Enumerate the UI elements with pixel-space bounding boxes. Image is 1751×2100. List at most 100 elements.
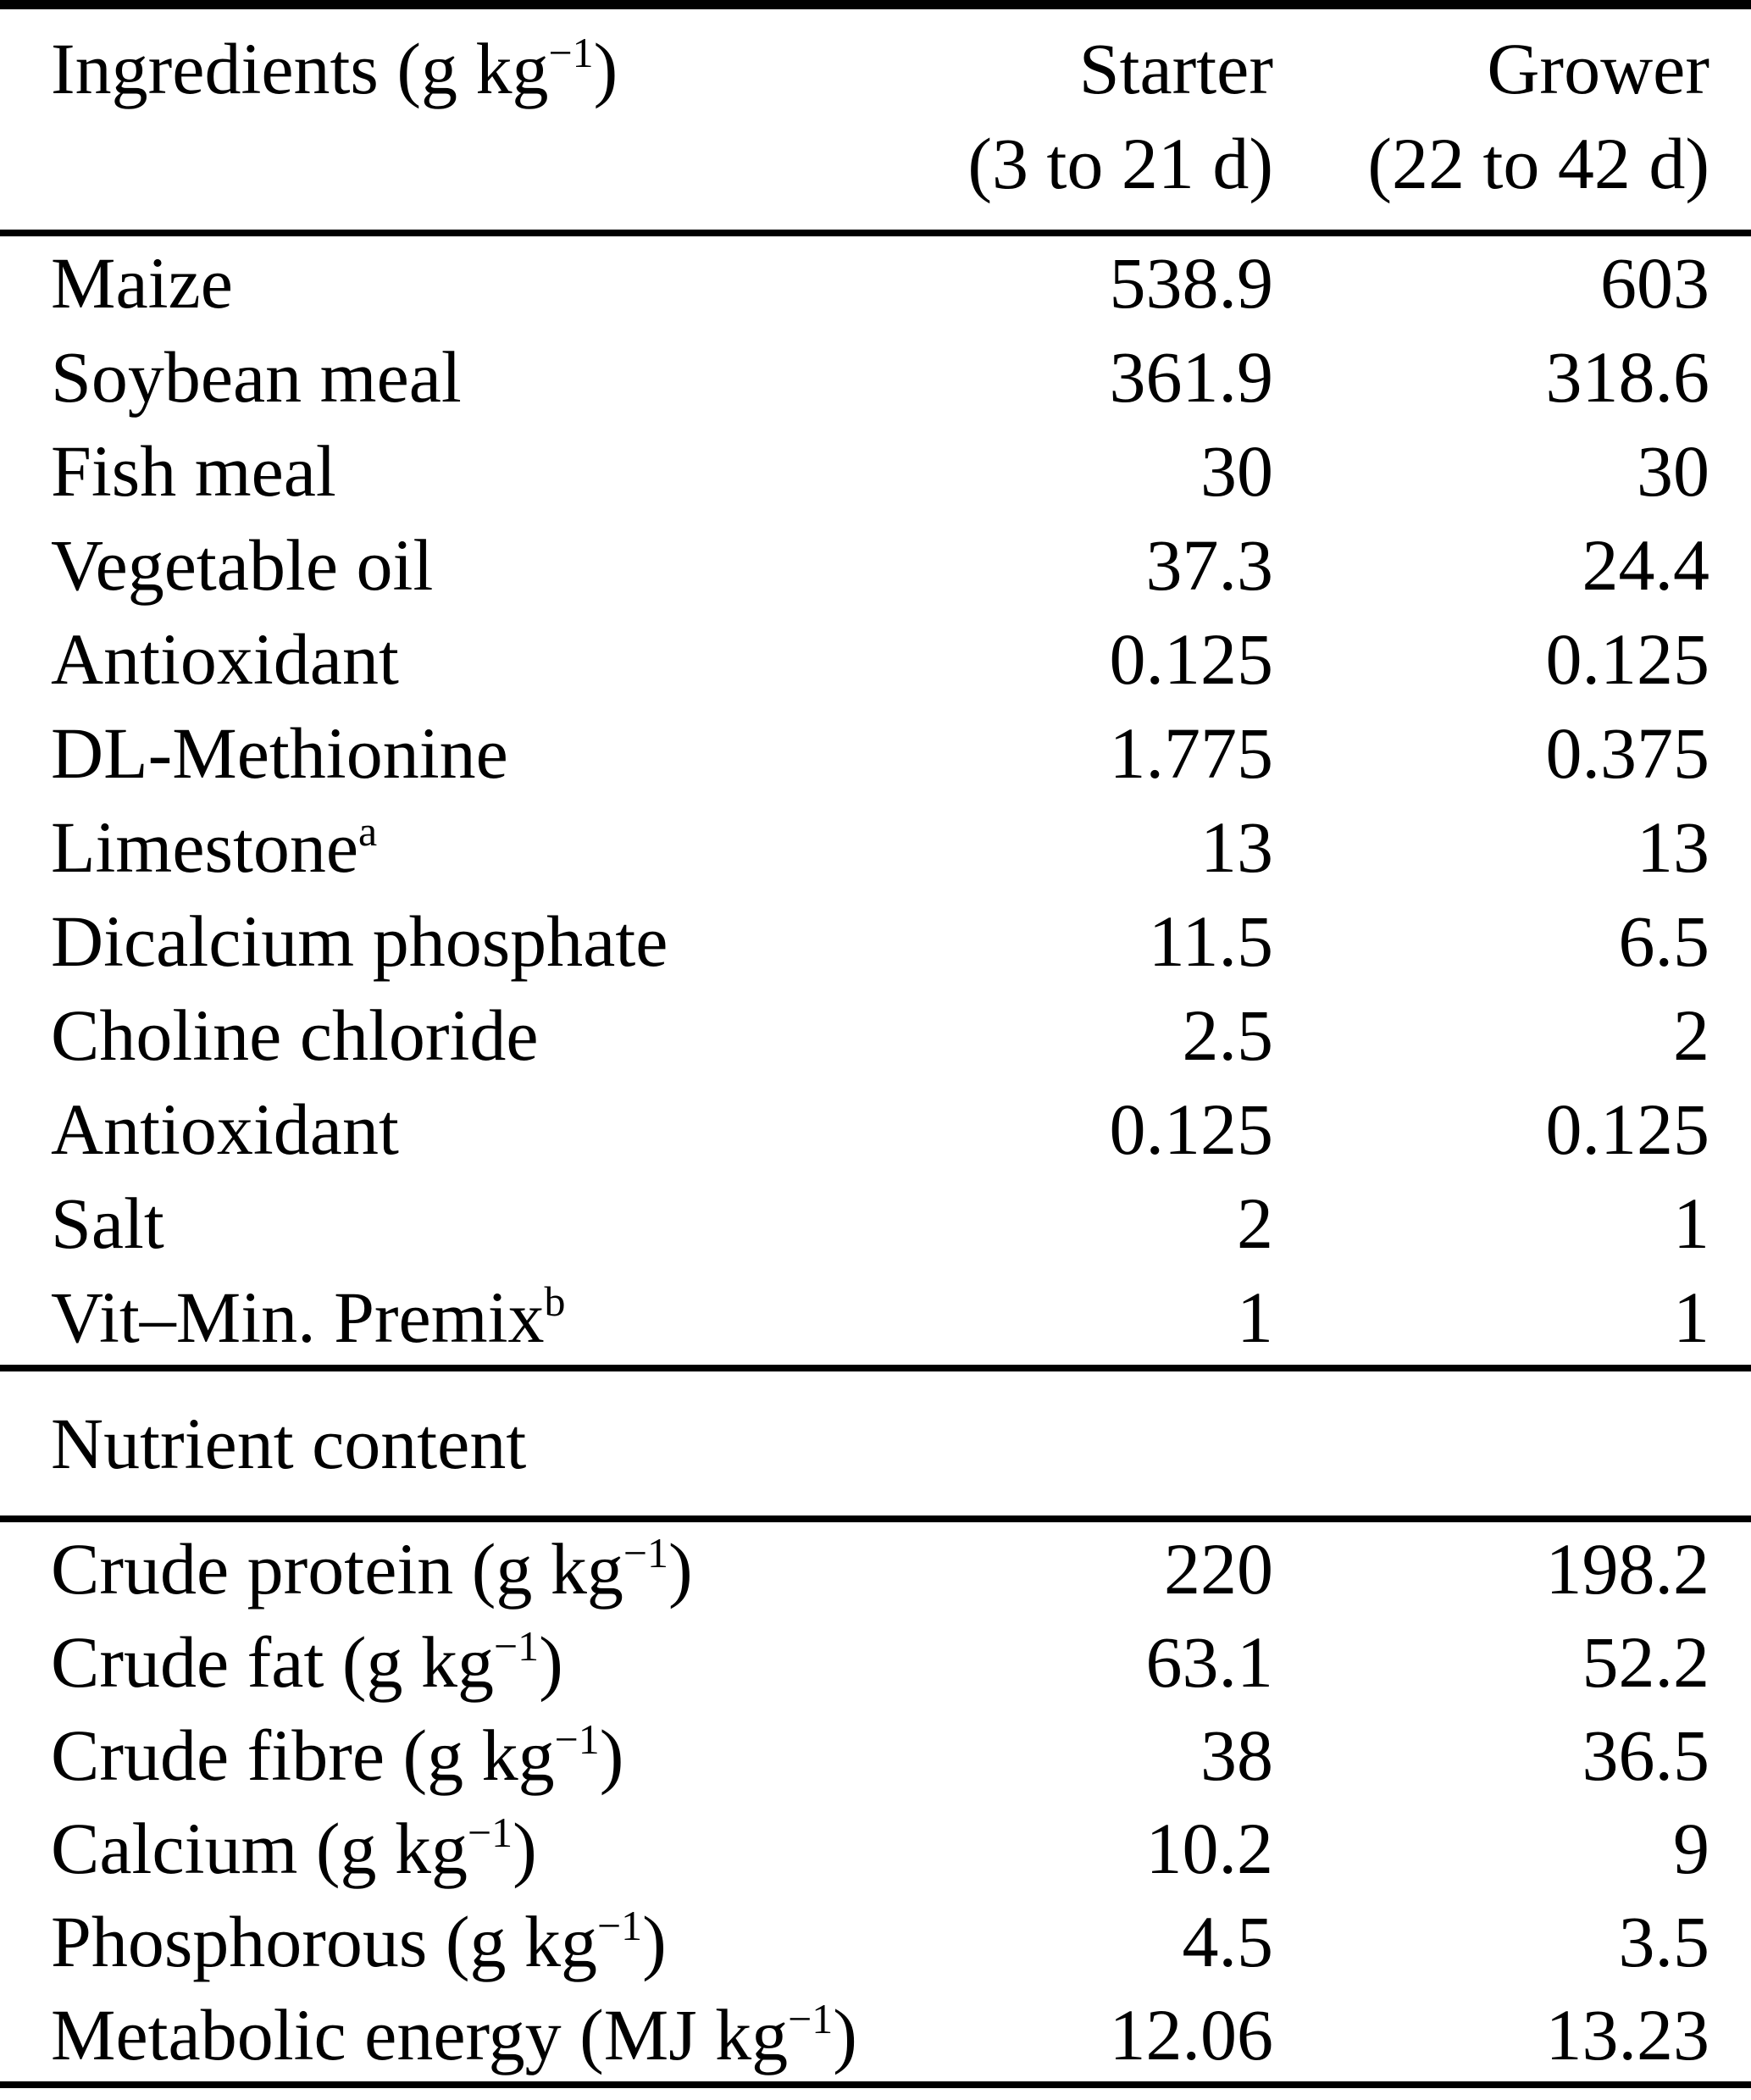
table-row: DL-Methionine 1.775 0.375	[0, 706, 1751, 801]
starter-value: 0.125	[1109, 1089, 1274, 1170]
superscript-marker: −1	[554, 1716, 600, 1764]
table-row: Salt 2 1	[0, 1177, 1751, 1271]
starter-value: 4.5	[1182, 1901, 1274, 1982]
header-grower-title: Grower	[1487, 28, 1709, 109]
table-row: Maize 538.9 603	[0, 236, 1751, 330]
table-row: Calcium (g kg−1) 10.2 9	[0, 1802, 1751, 1895]
row-label: Salt	[51, 1183, 164, 1264]
starter-value: 10.2	[1145, 1808, 1274, 1889]
superscript-marker: a	[358, 808, 378, 856]
header-starter-range: (3 to 21 d)	[967, 123, 1273, 204]
starter-value: 2	[1237, 1183, 1273, 1264]
header-ingredients-close: )	[593, 28, 618, 109]
superscript-marker: b	[544, 1278, 566, 1326]
top-rule	[0, 0, 1751, 9]
section-divider-rule-bottom	[0, 1515, 1751, 1522]
table-row: Antioxidant 0.125 0.125	[0, 612, 1751, 706]
row-label: Antioxidant	[51, 1089, 399, 1170]
bottom-rule	[0, 2081, 1751, 2088]
grower-value: 3.5	[1618, 1901, 1710, 1982]
header-ingredients: Ingredients (g kg−1)	[51, 21, 930, 211]
starter-value: 538.9	[1109, 242, 1274, 324]
grower-value: 24.4	[1582, 524, 1710, 606]
row-label: Soybean meal	[51, 336, 462, 418]
grower-value: 603	[1600, 242, 1709, 324]
nutrient-rows-section: Crude protein (g kg−1) 220 198.2 Crude fat …	[0, 1522, 1751, 2081]
table-row: Fish meal 30 30	[0, 424, 1751, 518]
table-row: Choline chloride 2.5 2	[0, 989, 1751, 1083]
nutrient-section-title: Nutrient content	[51, 1403, 527, 1484]
row-label: Crude protein (g kg−1)	[51, 1528, 693, 1610]
starter-value: 2.5	[1182, 995, 1274, 1076]
table-row: Vit–Min. Premixb 1 1	[0, 1271, 1751, 1365]
row-label: Crude fibre (g kg−1)	[51, 1715, 624, 1796]
grower-value: 13.23	[1545, 1994, 1710, 2075]
grower-value: 0.375	[1545, 712, 1710, 794]
starter-value: 220	[1164, 1528, 1273, 1610]
superscript-marker: −1	[494, 1623, 540, 1671]
row-label: Limestonea	[51, 806, 378, 888]
row-label: Fish meal	[51, 430, 336, 512]
superscript-marker: −1	[597, 1903, 643, 1950]
header-grower-range: (22 to 42 d)	[1367, 123, 1709, 204]
table-row: Soybean meal 361.9 318.6	[0, 330, 1751, 424]
table-row: Crude protein (g kg−1) 220 198.2	[0, 1522, 1751, 1615]
row-label: DL-Methionine	[51, 712, 508, 794]
superscript-marker: −1	[788, 1996, 834, 2043]
table-row: Antioxidant 0.125 0.125	[0, 1083, 1751, 1177]
header-grower: Grower (22 to 42 d)	[1273, 21, 1709, 211]
row-label: Vit–Min. Premixb	[51, 1277, 566, 1358]
row-label: Phosphorous (g kg−1)	[51, 1901, 667, 1982]
superscript-marker: −1	[623, 1530, 668, 1577]
table-row: Dicalcium phosphate 11.5 6.5	[0, 895, 1751, 989]
starter-value: 12.06	[1109, 1994, 1274, 2075]
row-label: Calcium (g kg−1)	[51, 1808, 537, 1889]
starter-value: 361.9	[1109, 336, 1274, 418]
table-row: Crude fibre (g kg−1) 38 36.5	[0, 1709, 1751, 1802]
header-units-superscript: −1	[548, 30, 594, 77]
grower-value: 1	[1673, 1183, 1709, 1264]
row-label: Dicalcium phosphate	[51, 900, 668, 982]
starter-value: 38	[1200, 1715, 1273, 1796]
ingredient-rows-section: Maize 538.9 603 Soybean meal 361.9 318.6 Fish …	[0, 236, 1751, 1365]
table-row: Vegetable oil 37.3 24.4	[0, 518, 1751, 612]
row-label: Maize	[51, 242, 233, 324]
header-starter-title: Starter	[1078, 28, 1273, 109]
header-divider-rule	[0, 230, 1751, 236]
grower-value: 318.6	[1545, 336, 1710, 418]
table-row: Limestonea 13 13	[0, 801, 1751, 895]
grower-value: 36.5	[1582, 1715, 1710, 1796]
grower-value: 52.2	[1582, 1621, 1710, 1703]
grower-value: 2	[1673, 995, 1709, 1076]
grower-value: 13	[1637, 806, 1709, 888]
grower-value: 1	[1673, 1277, 1709, 1358]
grower-value: 9	[1673, 1808, 1709, 1889]
table-row: Metabolic energy (MJ kg−1) 12.06 13.23	[0, 1988, 1751, 2081]
table-row: Phosphorous (g kg−1) 4.5 3.5	[0, 1895, 1751, 1988]
starter-value: 11.5	[1148, 900, 1273, 982]
grower-value: 198.2	[1545, 1528, 1710, 1610]
header-starter: Starter (3 to 21 d)	[930, 21, 1273, 211]
superscript-marker: −1	[468, 1809, 513, 1857]
starter-value: 0.125	[1109, 618, 1274, 700]
header-ingredients-text: Ingredients (g kg	[51, 28, 549, 109]
table-header-row: Ingredients (g kg−1) Starter (3 to 21 d)…	[0, 9, 1751, 230]
row-label: Antioxidant	[51, 618, 399, 700]
starter-value: 63.1	[1145, 1621, 1274, 1703]
starter-value: 30	[1200, 430, 1273, 512]
row-label: Vegetable oil	[51, 524, 434, 606]
row-label: Crude fat (g kg−1)	[51, 1621, 563, 1703]
section-divider-rule-top	[0, 1365, 1751, 1371]
row-label: Metabolic energy (MJ kg−1)	[51, 1994, 857, 2075]
starter-value: 37.3	[1145, 524, 1274, 606]
grower-value: 0.125	[1545, 1089, 1710, 1170]
table-row: Crude fat (g kg−1) 63.1 52.2	[0, 1615, 1751, 1709]
starter-value: 1.775	[1109, 712, 1274, 794]
grower-value: 6.5	[1618, 900, 1710, 982]
grower-value: 0.125	[1545, 618, 1710, 700]
row-label: Choline chloride	[51, 995, 539, 1076]
starter-value: 1	[1237, 1277, 1273, 1358]
starter-value: 13	[1200, 806, 1273, 888]
nutrient-section-header-row: Nutrient content	[0, 1371, 1751, 1515]
